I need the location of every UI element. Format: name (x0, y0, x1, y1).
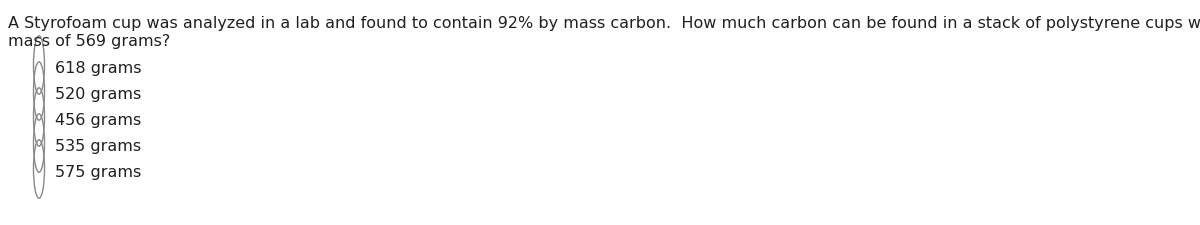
Text: 520 grams: 520 grams (55, 87, 142, 101)
Text: 535 grams: 535 grams (55, 138, 142, 153)
Text: A Styrofoam cup was analyzed in a lab and found to contain 92% by mass carbon.  : A Styrofoam cup was analyzed in a lab an… (8, 16, 1200, 31)
Text: mass of 569 grams?: mass of 569 grams? (8, 34, 170, 49)
Text: 618 grams: 618 grams (55, 61, 142, 76)
Text: 575 grams: 575 grams (55, 164, 142, 179)
Text: 456 grams: 456 grams (55, 112, 142, 127)
